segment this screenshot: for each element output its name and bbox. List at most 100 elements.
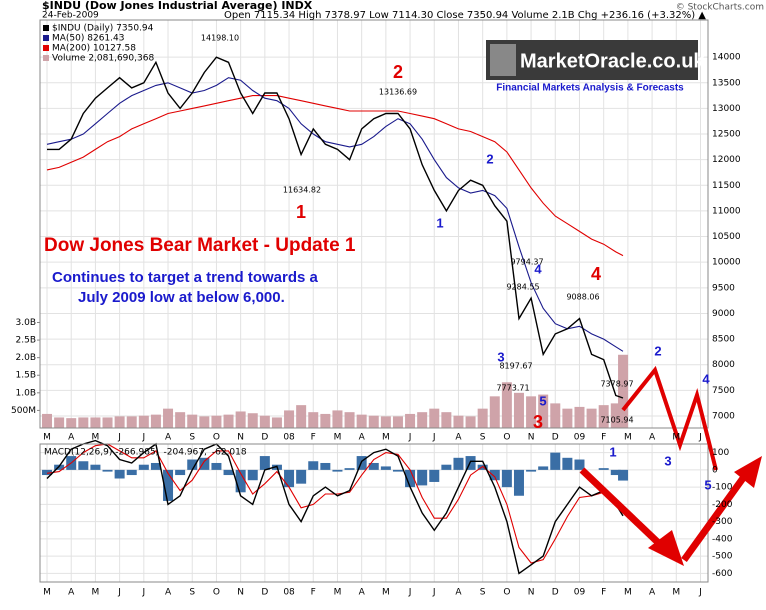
y-tick-label: 13500 — [712, 78, 741, 88]
x-tick-label: M — [672, 433, 680, 443]
wave-labels: 1 2 1 2 4 4 3 5 3 1 2 3 4 5 — [296, 62, 712, 493]
bar — [489, 396, 500, 428]
x-tick-label: N — [237, 588, 244, 598]
y-tick-label: 7500 — [712, 386, 735, 396]
bar — [296, 469, 307, 484]
price-labels: 14198.10 13136.69 11634.82 9794.37 9284.… — [201, 34, 634, 425]
logo-box — [486, 40, 698, 80]
forecast-arrow — [681, 471, 749, 563]
y-tick-label: 9000 — [712, 309, 735, 319]
bar — [513, 392, 524, 428]
bar — [199, 416, 210, 428]
y-tick-label: 10000 — [712, 258, 741, 268]
y-tick-label: 11000 — [712, 206, 741, 216]
legend-label: $INDU (Daily) 7350.94 — [52, 24, 154, 34]
x-tick-label: M — [382, 433, 390, 443]
x-tick-label: A — [68, 433, 75, 443]
copyright: © StockCharts.com — [676, 3, 764, 13]
x-tick-label: 09 — [574, 433, 586, 443]
arrow-head — [648, 530, 684, 566]
price-label: 7378.97 — [600, 380, 633, 389]
legend-swatch — [43, 25, 49, 31]
y-tick-label: 8000 — [712, 360, 735, 370]
bar — [598, 405, 609, 428]
x-tick-label: M — [43, 588, 51, 598]
legend-label: MACD(12,26,9) -266.985, — [44, 448, 159, 458]
bar — [618, 469, 629, 481]
bar — [477, 408, 488, 428]
bar — [562, 408, 573, 428]
x-tick-label: M — [43, 433, 51, 443]
bar — [296, 405, 307, 428]
x-tick-label: A — [649, 433, 656, 443]
bar — [90, 417, 101, 428]
x-tick-label: A — [455, 588, 462, 598]
price-label: 9794.37 — [510, 258, 543, 267]
x-tick-label: S — [480, 588, 486, 598]
x-tick-label: M — [92, 588, 100, 598]
x-tick-label: J — [117, 433, 121, 443]
bar — [453, 415, 464, 428]
bar — [405, 413, 416, 428]
y2-tick-label: 500M — [11, 406, 36, 416]
legend-swatch — [43, 55, 49, 61]
bar — [211, 462, 222, 470]
bar — [114, 416, 125, 428]
price-label: 11634.82 — [283, 186, 321, 195]
legend-swatch — [43, 45, 49, 51]
bar — [526, 396, 537, 428]
bar — [211, 415, 222, 428]
bar — [150, 462, 161, 470]
price-label: 9284.55 — [506, 283, 539, 292]
bar — [574, 459, 585, 470]
y-tick-label: -100 — [712, 483, 733, 493]
bar — [259, 415, 270, 428]
wave-label: 1 — [296, 202, 306, 222]
forecast-arrow — [579, 467, 671, 555]
price-label: 9088.06 — [566, 293, 599, 302]
legend-label: -62.018 — [212, 448, 247, 458]
bar — [538, 394, 549, 428]
bar — [550, 403, 561, 428]
bar — [368, 462, 379, 470]
bar — [465, 416, 476, 428]
bar — [320, 413, 331, 428]
bar — [550, 452, 561, 470]
wave-label: 3 — [664, 453, 671, 468]
price-label: 8197.67 — [499, 362, 532, 371]
bar — [163, 469, 174, 501]
x-tick-label: 09 — [574, 588, 586, 598]
y-tick-label: -500 — [712, 552, 733, 562]
forecast-drawing — [579, 365, 762, 566]
bar — [453, 457, 464, 470]
note-line: July 2009 low at below 6,000. — [78, 289, 285, 306]
bar — [308, 461, 319, 470]
x-tick-label: F — [311, 588, 316, 598]
bar — [235, 469, 246, 493]
wave-label: 1 — [609, 444, 616, 459]
wave-label: 3 — [497, 349, 504, 364]
price-frame — [39, 19, 709, 429]
x-tick-label: N — [528, 433, 535, 443]
bar — [332, 410, 343, 428]
bar — [54, 417, 65, 428]
wave-label: 2 — [654, 343, 661, 358]
x-tick-label: O — [213, 433, 220, 443]
bar — [562, 457, 573, 470]
tagline: Financial Markets Analysis & Forecasts — [496, 83, 684, 94]
legend-swatch — [43, 35, 49, 41]
bar — [441, 464, 452, 470]
x-tick-label: J — [408, 588, 412, 598]
bar — [538, 466, 549, 470]
bar — [586, 408, 597, 428]
wave-label: 5 — [539, 393, 546, 408]
x-tick-label: A — [165, 433, 172, 443]
x-tick-label: J — [432, 433, 436, 443]
quote: Open 7115.34 High 7378.97 Low 7114.30 Cl… — [224, 10, 706, 21]
forecast-zigzag — [621, 365, 718, 471]
bar — [501, 469, 512, 488]
x-tick-label: J — [117, 588, 121, 598]
bar — [320, 462, 331, 470]
